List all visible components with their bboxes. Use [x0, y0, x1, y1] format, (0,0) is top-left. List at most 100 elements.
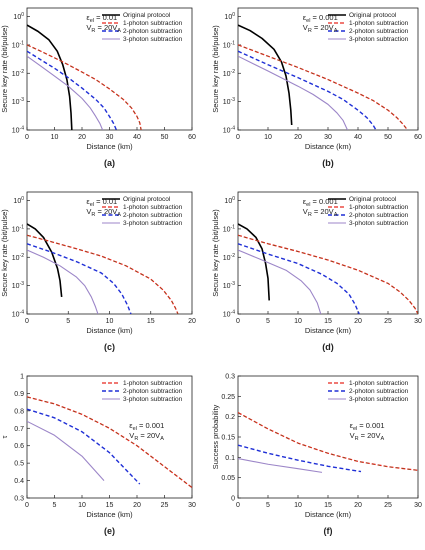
series-line: [238, 413, 418, 471]
y-tick-label: 10-4: [12, 126, 24, 135]
series-line-inner: [238, 413, 418, 471]
x-tick-label: 25: [384, 318, 392, 325]
legend-label: 2-photon subtraction: [349, 28, 409, 35]
legend-label: 3-photon subtraction: [123, 36, 183, 43]
x-tick-label: 60: [414, 134, 422, 141]
x-tick-label: 5: [53, 502, 57, 509]
legend-label: 3-photon subtraction: [349, 220, 409, 227]
x-tick-label: 10: [78, 502, 86, 509]
legend-label: 3-photon subtraction: [349, 396, 409, 403]
x-tick-label: 0: [25, 318, 29, 325]
legend-label: 1-photon subtraction: [349, 380, 409, 387]
x-tick-label: 15: [106, 502, 114, 509]
x-tick-label: 0: [236, 134, 240, 141]
x-tick-label: 0: [25, 134, 29, 141]
legend-label: 2-photon subtraction: [123, 212, 183, 219]
x-tick-label: 20: [354, 502, 362, 509]
series-line-inner: [238, 235, 418, 314]
y-tick-label: 0.8: [14, 408, 24, 415]
series-line: [238, 250, 321, 314]
y-axis-label: Success probability: [211, 404, 220, 469]
legend-label: Original protocol: [123, 12, 171, 19]
panel-label: (c): [104, 342, 115, 352]
y-tick-label: 0.05: [221, 475, 235, 482]
legend-label: 3-photon subtraction: [349, 36, 409, 43]
x-tick-label: 20: [133, 502, 141, 509]
y-axis-label: Secure key rate (bit/pulse): [211, 209, 220, 297]
x-tick-label: 10: [294, 318, 302, 325]
y-tick-label: 0.5: [14, 461, 24, 468]
y-tick-label: 0.6: [14, 443, 24, 450]
x-tick-label: 30: [188, 502, 196, 509]
y-axis-label: Secure key rate (bit/pulse): [211, 25, 220, 113]
x-tick-label: 20: [78, 134, 86, 141]
x-tick-label: 10: [106, 318, 114, 325]
y-tick-label: 0: [231, 496, 235, 503]
legend-label: 3-photon subtraction: [123, 220, 183, 227]
x-tick-label: 5: [266, 318, 270, 325]
y-tick-label: 10-2: [223, 253, 235, 262]
y-tick-label: 100: [13, 12, 24, 21]
x-tick-label: 30: [106, 134, 114, 141]
x-tick-label: 20: [354, 318, 362, 325]
x-axis-label: Distance (km): [305, 326, 352, 335]
x-tick-label: 30: [414, 318, 422, 325]
y-tick-label: 10-3: [223, 281, 235, 290]
x-tick-label: 50: [161, 134, 169, 141]
chart-panel: 0 5 10 15 20 25 30 0 0.05 0.1 0.15 0.2 0.25 0.3 Distan…: [211, 374, 422, 537]
legend-label: Original protocol: [349, 12, 397, 19]
x-tick-label: 0: [236, 502, 240, 509]
legend-label: 1-photon subtraction: [349, 204, 409, 211]
y-tick-label: 10-3: [223, 97, 235, 106]
series-line: [238, 224, 269, 301]
y-tick-label: 0.15: [221, 435, 235, 442]
y-tick-label: 0.3: [225, 374, 235, 381]
annotation-line: VR = 20VA: [129, 431, 164, 442]
legend-label: 3-photon subtraction: [123, 396, 183, 403]
series-line: [27, 250, 98, 314]
series-line: [27, 224, 62, 297]
x-tick-label: 0: [236, 318, 240, 325]
x-tick-label: 5: [66, 318, 70, 325]
chart-panel: 0 10 20 30 40 50 6010-410-310-210-1100Distance…: [211, 8, 422, 168]
y-tick-label: 10-2: [12, 253, 24, 262]
x-tick-label: 10: [51, 134, 59, 141]
panel-label: (d): [322, 342, 334, 352]
x-tick-label: 30: [414, 502, 422, 509]
panel-label: (f): [324, 526, 333, 536]
x-axis-label: Distance (km): [86, 510, 133, 519]
annotation-line: VR = 20VA: [350, 431, 385, 442]
y-tick-label: 10-1: [223, 40, 235, 49]
legend-label: 1-photon subtraction: [123, 380, 183, 387]
y-tick-label: 0.9: [14, 391, 24, 398]
chart-panel: 0 5 10 15 20 25 30 10-4 10-3 10-2 10-1 100 Distance …: [211, 192, 422, 352]
y-tick-label: 10-4: [223, 126, 235, 135]
y-tick-label: 0.3: [14, 496, 24, 503]
legend-label: 1-photon subtraction: [123, 204, 183, 211]
legend-label: 1-photon subtraction: [349, 20, 409, 27]
x-tick-label: 20: [188, 318, 196, 325]
x-tick-label: 5: [266, 502, 270, 509]
y-tick-label: 0.4: [14, 478, 24, 485]
y-tick-label: 100: [13, 196, 24, 205]
series-line: [238, 56, 348, 130]
y-tick-label: 0.25: [221, 394, 235, 401]
y-tick-label: 100: [224, 12, 235, 21]
x-axis-label: Distance (km): [86, 326, 133, 335]
y-tick-label: 10-2: [223, 69, 235, 78]
series-line-inner: [27, 397, 192, 488]
series-line: [238, 235, 418, 314]
panel-label: (a): [104, 158, 115, 168]
legend-label: 2-photon subtraction: [123, 388, 183, 395]
x-tick-label: 40: [354, 134, 362, 141]
series-line: [238, 445, 361, 471]
y-tick-label: 10-4: [12, 310, 24, 319]
y-axis-label: τ: [0, 435, 9, 438]
x-tick-label: 50: [384, 134, 392, 141]
legend-label: Original protocol: [349, 196, 397, 203]
x-tick-label: 10: [264, 134, 272, 141]
legend-label: 2-photon subtraction: [349, 212, 409, 219]
